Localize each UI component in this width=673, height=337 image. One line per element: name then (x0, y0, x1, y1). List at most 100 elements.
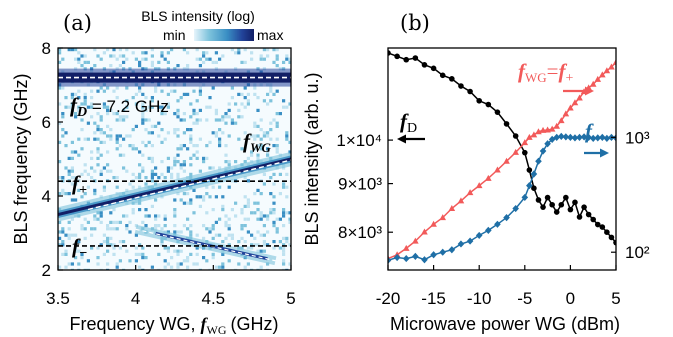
heatmap-cell (80, 227, 84, 231)
heatmap-cell (278, 240, 282, 244)
heatmap-cell (61, 227, 65, 231)
heatmap-cell (282, 262, 286, 266)
heatmap-cell (141, 121, 145, 125)
heatmap-cell (77, 51, 81, 55)
heatmap-cell (269, 176, 273, 180)
heatmap-cell (61, 243, 65, 247)
heatmap-cell (106, 48, 110, 52)
heatmap-cell (266, 134, 270, 138)
heatmap-cell (285, 240, 289, 244)
heatmap-cell (166, 105, 170, 109)
annotation-fminus: f− (72, 234, 87, 261)
heatmap-cell (189, 128, 193, 132)
heatmap-cell (205, 192, 209, 196)
heatmap-cell (272, 195, 276, 199)
panel-b: (b) -20 -15 -10 -5 0 5 8×10³ 9×10³ 1×10⁴ 10² 10³… (302, 11, 650, 334)
data-point (521, 193, 529, 202)
data-point (608, 234, 615, 241)
heatmap-cell (118, 220, 122, 224)
heatmap-cell (102, 240, 106, 244)
heatmap-frame (57, 47, 292, 271)
heatmap-cell (218, 118, 222, 122)
heatmap-cell (282, 208, 286, 212)
heatmap-cell (266, 54, 270, 58)
heatmap-cell (70, 166, 74, 170)
left-y-tick-label: 8×10³ (338, 223, 382, 242)
heatmap-cell (208, 166, 212, 170)
heatmap-cell (189, 134, 193, 138)
heatmap-cell (160, 105, 164, 109)
heatmap-cell (288, 140, 291, 144)
data-point (544, 194, 551, 201)
heatmap-cell (70, 262, 74, 266)
heatmap-cell (211, 166, 215, 170)
heatmap-cell (141, 92, 145, 96)
heatmap-cell (83, 227, 87, 231)
heatmap-cell (275, 137, 279, 141)
heatmap-cell (80, 195, 84, 199)
heatmap-cell (74, 92, 78, 96)
data-point (412, 55, 419, 61)
heatmap-cell (99, 195, 103, 199)
heatmap-cell (176, 99, 180, 103)
heatmap-cell (179, 230, 183, 234)
heatmap-cell (141, 51, 145, 55)
heatmap-cell (246, 102, 250, 106)
heatmap-cell (134, 176, 138, 180)
heatmap-cell (154, 172, 158, 176)
heatmap-cell (221, 118, 225, 122)
panel-b-x-ticks: -20 -15 -10 -5 0 5 (376, 265, 621, 308)
heatmap-cell (93, 64, 97, 68)
heatmap-cell (67, 48, 71, 52)
heatmap-cell (138, 89, 142, 93)
heatmap-cell (205, 259, 209, 263)
data-point (557, 117, 565, 124)
heatmap-cell (237, 240, 241, 244)
panel-b-right-y-ticks: 10² 10³ (611, 128, 650, 262)
heatmap-cell (122, 54, 126, 58)
heatmap-cell (227, 115, 231, 119)
heatmap-cell (141, 140, 145, 144)
heatmap-cell (83, 92, 87, 96)
annotation-fplus: f+ (72, 171, 87, 198)
heatmap-cell (83, 236, 87, 240)
heatmap-cell (93, 192, 97, 196)
heatmap-cell (58, 265, 62, 269)
heatmap-cell (106, 124, 110, 128)
panel-a-x-ticks: 3.5 4 4.5 5 (46, 265, 296, 308)
heatmap-cell (96, 112, 100, 116)
heatmap-cell (96, 89, 100, 93)
heatmap-cell (227, 227, 231, 231)
heatmap-cell (243, 48, 247, 52)
heatmap-cell (154, 214, 158, 218)
heatmap-cell (67, 220, 71, 224)
heatmap-cell (214, 108, 218, 112)
heatmap-cell (166, 92, 170, 96)
heatmap-cell (250, 57, 254, 61)
heatmap-cell (128, 230, 132, 234)
heatmap-cell (61, 252, 65, 256)
heatmap-cell (246, 156, 250, 160)
heatmap-cell (157, 105, 161, 109)
heatmap-cell (58, 48, 62, 52)
heatmap-cell (240, 224, 244, 228)
heatmap-cell (74, 150, 78, 154)
heatmap-cell (224, 144, 228, 148)
data-point (594, 134, 602, 142)
heatmap-cell (70, 233, 74, 237)
heatmap-cell (275, 48, 279, 52)
heatmap-cell (259, 147, 263, 151)
heatmap-cell (192, 144, 196, 148)
data-point (549, 201, 555, 208)
series-line (388, 52, 616, 244)
data-point (603, 67, 611, 74)
heatmap-cell (86, 185, 90, 189)
data-point (553, 209, 560, 215)
heatmap-cell (173, 112, 177, 116)
heatmap-cell (269, 86, 273, 90)
heatmap-cell (211, 224, 215, 228)
heatmap-cell (96, 246, 100, 250)
heatmap-cell (176, 262, 180, 266)
heatmap-cell (205, 211, 209, 215)
heatmap-cell (282, 259, 286, 263)
